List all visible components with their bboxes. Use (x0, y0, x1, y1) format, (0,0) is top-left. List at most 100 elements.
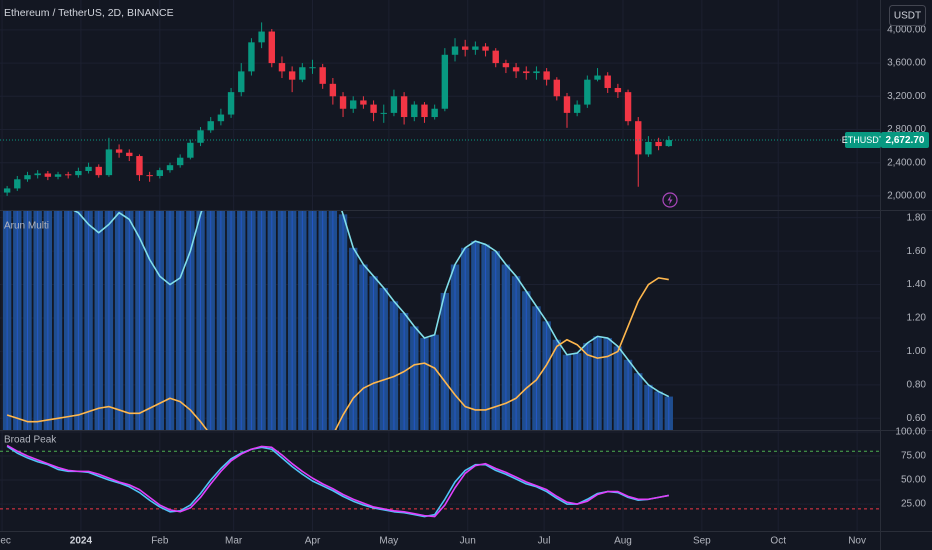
candle-body (197, 130, 204, 143)
candle-body (24, 175, 31, 180)
candle-body (421, 104, 428, 118)
candle-body (217, 114, 225, 122)
x-tick-label: Apr (305, 536, 321, 547)
candle-body (512, 67, 520, 72)
candle-body (350, 100, 357, 109)
x-tick-label: Nov (848, 536, 866, 547)
candle-body (278, 63, 286, 72)
x-tick-label: Aug (614, 536, 632, 547)
candle-body (614, 87, 622, 93)
candle-body (665, 140, 672, 147)
price-pane (0, 22, 880, 196)
alert-icon[interactable] (662, 192, 678, 208)
x-tick-label: Dec (0, 536, 11, 547)
symbol-label: ETHUSDT (842, 135, 885, 145)
candle-body (472, 46, 479, 50)
candle-body (136, 156, 143, 176)
candle-body (431, 108, 438, 118)
candle-body (146, 175, 153, 177)
candle-body (390, 96, 398, 113)
candle-body (44, 173, 52, 177)
candle-body (95, 166, 102, 176)
currency-button[interactable] (889, 5, 926, 26)
candle-body (502, 63, 510, 68)
y-tick-label: 1.20 (907, 313, 927, 324)
y-tick-label: 2,000.00 (887, 191, 926, 202)
candle-body (451, 46, 459, 55)
candle-body (492, 50, 499, 64)
y-tick-label: 2,800.00 (887, 124, 926, 135)
candle-body (14, 179, 21, 189)
candle-body (594, 75, 601, 80)
candle-body (604, 75, 611, 88)
candle-body (573, 104, 581, 113)
candle-body (655, 141, 662, 147)
x-tick-label: Jun (460, 536, 476, 547)
candle-body (563, 96, 571, 113)
candle-body (645, 141, 652, 155)
candle-body (309, 67, 316, 69)
candle-body (380, 112, 387, 114)
candle-body (227, 92, 235, 115)
candle-body (248, 42, 255, 72)
indicator-pane (2, 211, 673, 430)
candle-body (584, 79, 591, 105)
line (6, 444, 669, 518)
candle-body (85, 166, 92, 171)
y-tick-label: 3,200.00 (887, 91, 926, 102)
candle-body (339, 96, 347, 109)
candle-body (329, 83, 337, 97)
x-tick-label: Oct (770, 536, 786, 547)
candle-body (360, 100, 367, 105)
alert-circle[interactable] (662, 192, 678, 208)
y-tick-label: 0.80 (907, 380, 927, 391)
line (73, 211, 670, 398)
candle-body (288, 71, 296, 80)
line (6, 277, 669, 430)
y-tick-label: 0.60 (907, 413, 927, 424)
y-tick-label: 75.00 (901, 451, 926, 462)
y-tick-label: 4,000.00 (887, 25, 926, 36)
y-tick-label: 25.00 (901, 499, 926, 510)
candle-body (523, 71, 530, 74)
y-tick-label: 1.00 (907, 346, 927, 357)
candle-body (207, 121, 214, 131)
candle-body (319, 67, 326, 84)
y-tick-label: 1.80 (907, 212, 927, 223)
candle-body (258, 31, 265, 43)
candle-body (482, 46, 489, 51)
candle-body (543, 71, 550, 80)
candle-body (238, 71, 245, 93)
candle-body (370, 104, 377, 113)
candle-body (533, 71, 540, 74)
line (6, 445, 669, 518)
candle-body (105, 149, 113, 176)
candle-body (441, 54, 449, 109)
candle-body (156, 170, 164, 176)
candle-body (187, 142, 194, 158)
alert-bolt[interactable] (667, 195, 673, 205)
x-tick-label: Sep (693, 536, 711, 547)
price-tag (881, 132, 929, 149)
y-tick-label: 2,400.00 (887, 157, 926, 168)
x-tick-label: Mar (225, 536, 243, 547)
candle-body (75, 170, 82, 176)
y-tick-label: 1.40 (907, 279, 927, 290)
price-label: 2,672.70 (886, 135, 925, 146)
candle-body (635, 121, 642, 155)
chart-title: Ethereum / TetherUS, 2D, BINANCE (4, 7, 174, 19)
x-tick-label: May (379, 536, 398, 547)
x-tick-label: 2024 (70, 536, 93, 547)
currency-label[interactable]: USDT (894, 11, 921, 22)
axes: 2,000.00 2,400.00 2,800.00 3,200.00 3,600.00… (0, 25, 929, 547)
candle-body (461, 46, 469, 50)
candle-body (115, 149, 123, 153)
candle-body (34, 173, 41, 176)
candle-body (166, 165, 174, 171)
candle-body (268, 31, 275, 64)
candle-body (3, 188, 11, 193)
x-tick-label: Feb (151, 536, 169, 547)
candle-body (126, 152, 133, 157)
indicator-title: Arun Multi (4, 221, 49, 232)
